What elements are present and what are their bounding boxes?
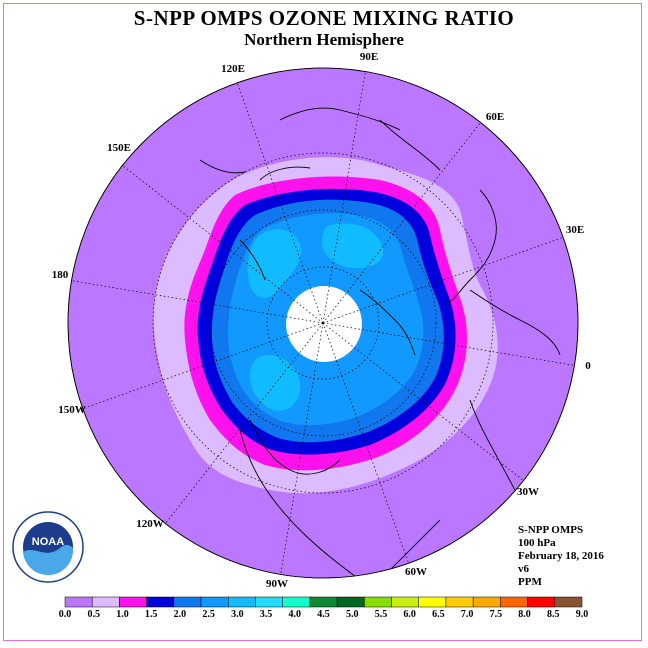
lon-label-180: 180 [51,269,69,281]
lon-label-60e: 60E [485,111,505,123]
colorbar-tick-label: 6.5 [432,609,445,620]
lon-label-90w: 90W [266,578,288,590]
lon-label-0: 0 [585,360,591,372]
colorbar-tick-label: 1.0 [116,609,129,620]
colorbar-swatch [64,596,93,608]
info-units: PPM [518,576,542,588]
lon-label-150e: 150E [107,142,131,154]
contour-3.0 [247,229,301,298]
lon-label-30e: 30E [565,224,585,236]
colorbar [64,596,583,608]
colorbar-tick-label: 2.5 [202,609,215,620]
info-level: 100 hPa [518,537,556,549]
colorbar-tick-label: 4.5 [317,609,330,620]
noaa-logo: NOAA [12,511,84,583]
colorbar-tick-label: 5.5 [374,609,388,620]
lon-label-60w: 60W [405,566,427,578]
meridians [68,68,578,578]
colorbar-tick-label: 3.0 [231,609,244,620]
colorbar-swatch [472,596,501,608]
lon-label-30w: 30W [517,486,539,498]
info-block: S-NPP OMPS 100 hPa February 18, 2016 v6 … [518,524,604,589]
colorbar-swatch [364,596,392,608]
colorbar-swatch [282,596,311,608]
info-date: February 18, 2016 [518,550,604,562]
colorbar-tick-label: 0.5 [87,609,100,620]
colorbar-swatch [336,596,365,608]
map-subtitle: Northern Hemisphere [244,30,404,49]
contour-3.0-c [249,354,301,411]
colorbar-tick-label: 8.0 [518,609,531,620]
colorbar-swatch [91,596,120,608]
colorbar-swatch [255,596,283,608]
colorbar-tick-label: 5.0 [345,609,359,620]
colorbar-swatch [200,596,229,608]
lon-label-90e: 90E [359,51,379,63]
info-version: v6 [518,563,529,575]
colorbar-swatch [527,596,556,608]
colorbar-tick-label: 8.5 [547,609,560,620]
colorbar-swatch [554,596,583,608]
colorbar-tick-label: 0.0 [58,609,72,620]
colorbar-swatch [418,596,447,608]
colorbar-swatch [309,596,338,608]
colorbar-tick-label: 4.0 [288,609,302,620]
colorbar-tick-label: 3.5 [259,609,273,620]
colorbar-tick-label: 1.5 [144,609,158,620]
colorbar-tick-label: 2.0 [173,609,187,620]
colorbar-swatch [391,596,419,608]
lon-label-120w: 120W [136,518,164,530]
colorbar-tick-label: 6.0 [403,609,416,620]
colorbar-swatch [228,596,256,608]
colorbar-swatch [119,596,147,608]
parallels [152,152,494,494]
noaa-logo-text: NOAA [32,536,64,548]
contour-3.0-b [322,223,384,269]
colorbar-swatch [173,596,202,608]
lon-label-150w: 150W [58,404,86,416]
colorbar-tick-label: 7.5 [489,609,503,620]
info-instrument: S-NPP OMPS [518,524,584,536]
colorbar-swatch [146,596,175,608]
map-title: S-NPP OMPS OZONE MIXING RATIO [133,6,515,30]
colorbar-swatch [500,596,528,608]
colorbar-tick-label: 9.0 [575,609,589,620]
lon-label-120e: 120E [221,63,245,75]
figure-frame [3,3,642,641]
colorbar-swatch [445,596,474,608]
colorbar-tick-label: 7.0 [460,609,474,620]
